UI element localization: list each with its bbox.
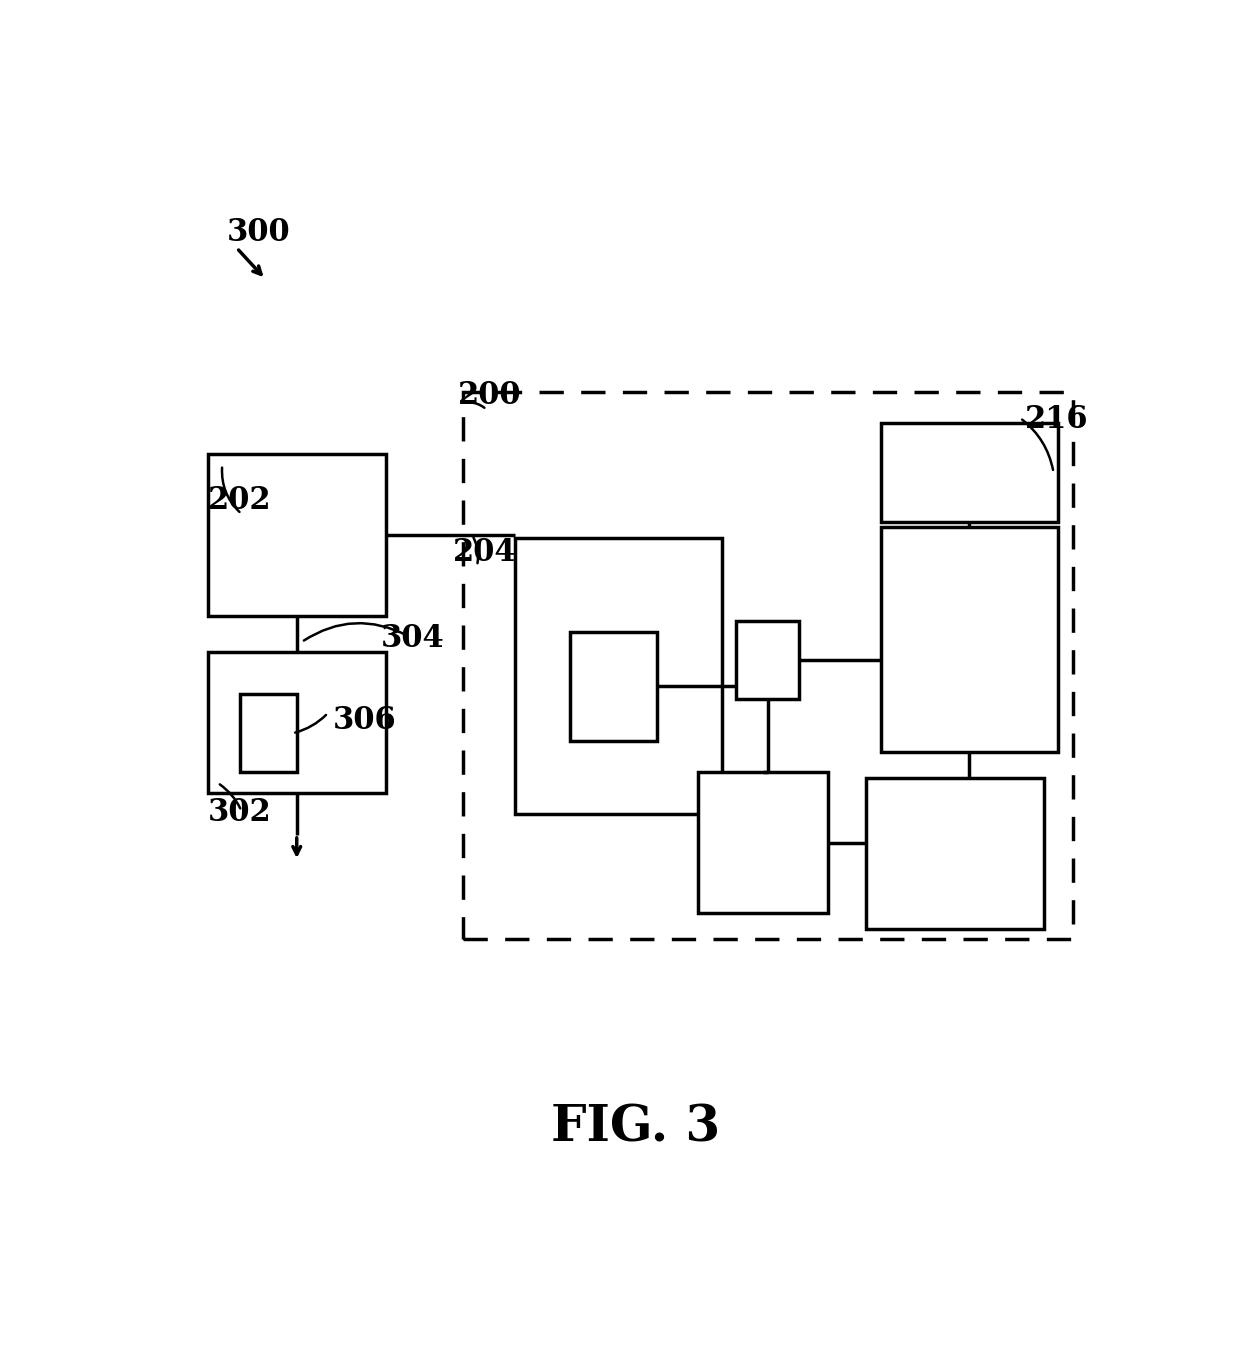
Text: 306: 306 bbox=[332, 704, 397, 735]
Text: 300: 300 bbox=[227, 217, 290, 248]
Bar bbox=[866, 777, 1044, 929]
Text: FIG. 3: FIG. 3 bbox=[551, 1104, 720, 1154]
Text: 302: 302 bbox=[208, 798, 272, 829]
Text: 216: 216 bbox=[1024, 405, 1089, 436]
Text: 202: 202 bbox=[208, 485, 272, 516]
Bar bbox=[570, 631, 657, 741]
Bar bbox=[698, 772, 828, 913]
Bar bbox=[880, 422, 1058, 523]
Bar bbox=[880, 527, 1058, 751]
Text: 204: 204 bbox=[453, 536, 517, 567]
Bar bbox=[208, 653, 386, 793]
Text: 304: 304 bbox=[381, 623, 445, 654]
Bar bbox=[239, 695, 298, 772]
Bar bbox=[737, 621, 799, 700]
Text: 200: 200 bbox=[458, 380, 521, 412]
Bar bbox=[516, 538, 722, 814]
Bar bbox=[463, 391, 1073, 940]
Bar bbox=[208, 455, 386, 616]
